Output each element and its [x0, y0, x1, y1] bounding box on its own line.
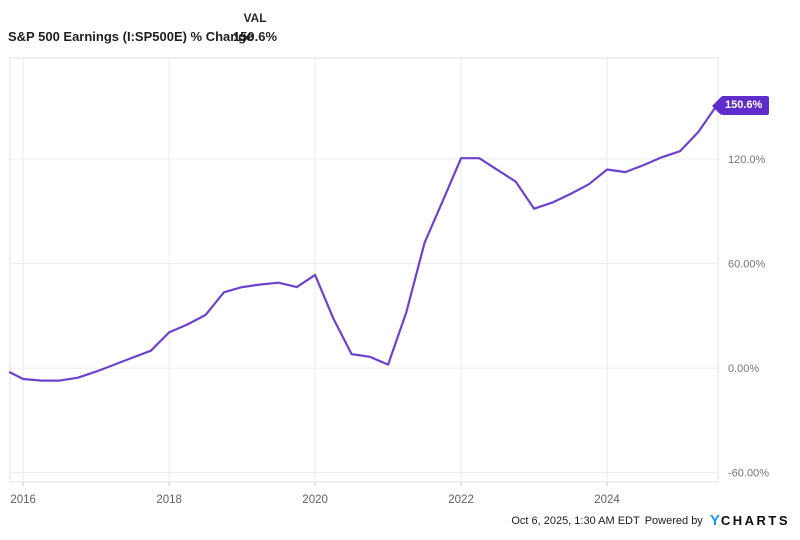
footer: Oct 6, 2025, 1:30 AM EDT Powered by Y CH…: [511, 512, 790, 529]
plot-border: [9, 57, 719, 483]
tag-label: 150.6%: [721, 96, 770, 116]
powered-by-label: Powered by: [644, 514, 703, 527]
legend-val-value: 150.6%: [232, 29, 278, 44]
x-axis-tick-label: 2020: [302, 494, 328, 506]
footer-timestamp: Oct 6, 2025, 1:30 AM EDT: [511, 514, 640, 527]
x-axis-tick-label: 2022: [448, 494, 474, 506]
legend-val-header: VAL: [243, 11, 267, 25]
tag-arrow-icon: [712, 96, 721, 115]
x-axis-tick-label: 2024: [594, 494, 620, 506]
y-axis-tick-label: 0.00%: [728, 363, 759, 375]
series-line: [8, 104, 718, 382]
last-value-tag: 150.6%: [712, 96, 770, 116]
ycharts-logo[interactable]: Y CHARTS: [710, 512, 790, 529]
ycharts-logo-y: Y: [709, 512, 721, 529]
y-axis-tick-label: 60.00%: [728, 259, 766, 271]
ycharts-logo-text: CHARTS: [720, 513, 790, 528]
chart-title: S&P 500 Earnings (I:SP500E) % Change: [8, 29, 254, 44]
y-axis-tick-label: 120.0%: [728, 154, 766, 166]
y-axis-tick-label: -60.00%: [728, 468, 769, 480]
x-axis-tick-label: 2016: [10, 494, 36, 506]
x-axis-tick-label: 2018: [156, 494, 182, 506]
